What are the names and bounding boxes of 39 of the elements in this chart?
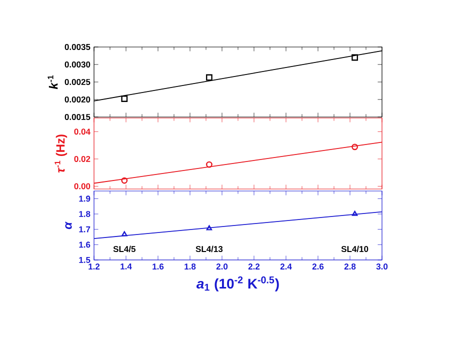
point [352,210,358,216]
y-tick-label: 0.0020 [64,96,90,102]
point [206,225,212,230]
y-tick-label: 0.0025 [64,78,90,85]
y-tick-label: 1.9 [79,196,90,202]
y-tick-label: 0.04 [74,128,90,135]
y-axis-title: τ$^{-1}$ (Hz) [54,134,68,173]
x-tick-label: 1.8 [184,264,196,270]
x-tick-label: 3.0 [376,264,388,270]
x-axis-title: a$_{1}$ (10$^{-2}$ K$^{-0.5}$) [196,276,279,292]
point [352,54,358,61]
x-tick-label: 2.6 [312,264,324,270]
annotation: SL4/5 [113,246,136,252]
point [206,74,212,81]
y-tick-label: 1.7 [79,226,90,232]
y-tick-label: 1.6 [79,242,90,248]
annotation: SL4/10 [341,246,368,252]
point [352,144,358,150]
point [121,96,128,102]
annotation: SL4/13 [196,246,223,252]
x-tick-label: 2.8 [344,264,356,270]
point [122,231,128,236]
y-tick-label: 0.0035 [64,44,90,50]
x-tick-label: 2.0 [216,264,228,270]
y-axis-title: k$^{-1}$ [48,75,58,90]
x-tick-label: 1.6 [152,264,164,270]
y-tick-label: 0.0030 [64,61,90,68]
x-tick-label: 1.2 [88,264,100,270]
y-tick-label: 0.00 [74,183,90,190]
point [121,177,128,184]
y-tick-label: 0.02 [74,156,90,162]
y-axis-title: α [65,222,72,230]
x-tick-label: 2.4 [280,264,292,270]
y-tick-label: 1.5 [79,257,90,263]
x-tick-label: 1.4 [120,264,132,270]
point [206,161,212,168]
y-tick-label: 1.8 [79,210,90,217]
y-tick-label: 0.0015 [64,114,90,120]
x-tick-label: 2.2 [248,264,260,270]
